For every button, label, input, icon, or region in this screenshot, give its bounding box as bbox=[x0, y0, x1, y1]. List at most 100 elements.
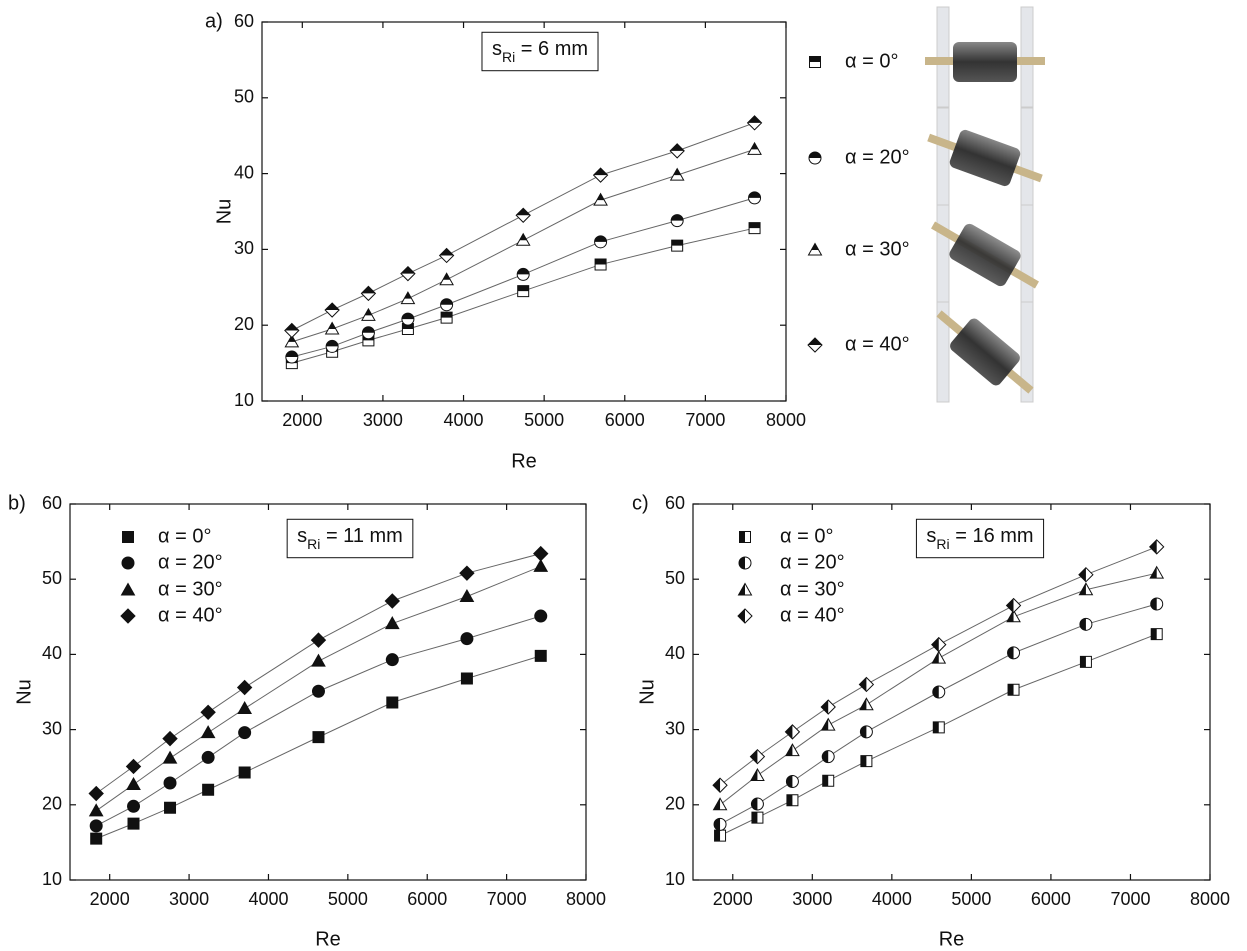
marker bbox=[1150, 597, 1164, 611]
y-tick-label: 60 bbox=[234, 11, 254, 31]
marker-half bbox=[594, 235, 607, 242]
marker bbox=[284, 334, 300, 348]
y-axis-label: Nu bbox=[213, 199, 235, 225]
marker bbox=[858, 676, 875, 693]
legend-label: α = 0° bbox=[780, 525, 833, 547]
legend-label: α = 40° bbox=[780, 604, 845, 626]
sample-40 bbox=[936, 301, 1034, 403]
marker bbox=[821, 750, 835, 764]
marker-half bbox=[439, 248, 454, 256]
marker-shape bbox=[312, 731, 325, 744]
marker-half bbox=[361, 286, 376, 294]
marker-half bbox=[747, 115, 762, 123]
marker bbox=[90, 832, 103, 845]
marker-shape bbox=[122, 531, 134, 543]
marker bbox=[238, 726, 252, 740]
marker-half bbox=[738, 583, 745, 595]
marker bbox=[400, 291, 416, 305]
marker bbox=[1007, 683, 1020, 696]
marker-half bbox=[932, 651, 939, 664]
marker bbox=[1006, 609, 1021, 623]
marker bbox=[360, 285, 377, 302]
marker-shape bbox=[311, 653, 326, 667]
marker-half bbox=[288, 335, 296, 342]
marker bbox=[712, 797, 728, 811]
x-tick-label: 2000 bbox=[90, 889, 130, 909]
fit-line bbox=[291, 122, 755, 331]
marker-half bbox=[1080, 656, 1086, 668]
marker bbox=[860, 755, 873, 768]
y-tick-label: 10 bbox=[42, 869, 62, 889]
marker-shape bbox=[460, 632, 474, 646]
marker bbox=[312, 731, 325, 744]
marker-shape bbox=[164, 801, 177, 814]
marker bbox=[440, 311, 453, 324]
legend-marker bbox=[808, 151, 822, 165]
annotation-box bbox=[286, 518, 414, 559]
marker-half bbox=[596, 193, 605, 201]
marker-half bbox=[284, 323, 299, 331]
marker bbox=[311, 684, 325, 698]
marker-half bbox=[1079, 583, 1086, 595]
marker bbox=[285, 350, 299, 364]
marker-shape bbox=[238, 726, 252, 740]
marker bbox=[750, 767, 765, 781]
x-tick-label: 8000 bbox=[766, 410, 806, 430]
legend-marker bbox=[809, 56, 821, 68]
marker-half bbox=[860, 725, 867, 738]
marker-half bbox=[1079, 618, 1086, 631]
annotation-part: = 6 mm bbox=[515, 38, 588, 60]
marker bbox=[324, 302, 340, 318]
marker bbox=[459, 565, 475, 581]
marker-half bbox=[811, 243, 819, 250]
y-axis-label: Nu bbox=[636, 679, 658, 705]
x-tick-label: 3000 bbox=[792, 889, 832, 909]
marker-shape bbox=[534, 609, 548, 623]
plot-frame bbox=[261, 21, 787, 402]
marker-half bbox=[325, 303, 340, 311]
marker-half bbox=[785, 744, 793, 756]
y-tick-label: 50 bbox=[234, 87, 254, 107]
annotation-part: s bbox=[926, 525, 936, 547]
marker bbox=[820, 699, 836, 715]
x-tick-label: 5000 bbox=[951, 889, 991, 909]
marker-shape bbox=[386, 696, 399, 709]
marker-half bbox=[739, 531, 745, 543]
legend-marker bbox=[807, 337, 823, 353]
marker-half bbox=[364, 308, 373, 316]
legend-marker bbox=[737, 582, 753, 596]
marker bbox=[324, 321, 340, 335]
marker-shape bbox=[126, 776, 141, 790]
marker bbox=[932, 721, 945, 734]
legend-marker bbox=[738, 556, 752, 570]
marker-half bbox=[442, 273, 451, 280]
marker-shape bbox=[384, 616, 400, 630]
fit-line bbox=[96, 655, 541, 840]
marker-shape bbox=[127, 799, 141, 813]
annotation: sRi = 11 mm bbox=[297, 525, 403, 551]
marker bbox=[460, 632, 474, 646]
marker-shape bbox=[127, 817, 140, 830]
marker-shape bbox=[385, 653, 399, 667]
y-tick-label: 40 bbox=[234, 162, 254, 182]
marker-half bbox=[821, 718, 829, 731]
marker bbox=[200, 725, 216, 739]
x-tick-label: 5000 bbox=[524, 410, 564, 430]
marker-half bbox=[519, 233, 527, 241]
marker bbox=[438, 247, 455, 264]
marker-half bbox=[1006, 598, 1014, 613]
marker-half bbox=[750, 749, 758, 764]
y-axis-label: Nu bbox=[13, 679, 35, 705]
marker-half bbox=[860, 755, 867, 767]
marker bbox=[593, 192, 608, 206]
marker bbox=[1078, 566, 1094, 583]
marker-shape bbox=[162, 750, 178, 764]
marker-half bbox=[595, 259, 607, 265]
annotation-box bbox=[915, 518, 1045, 559]
legend-marker bbox=[121, 556, 135, 570]
marker bbox=[534, 609, 548, 623]
marker bbox=[712, 777, 728, 793]
x-tick-label: 7000 bbox=[487, 889, 527, 909]
marker bbox=[460, 672, 473, 685]
